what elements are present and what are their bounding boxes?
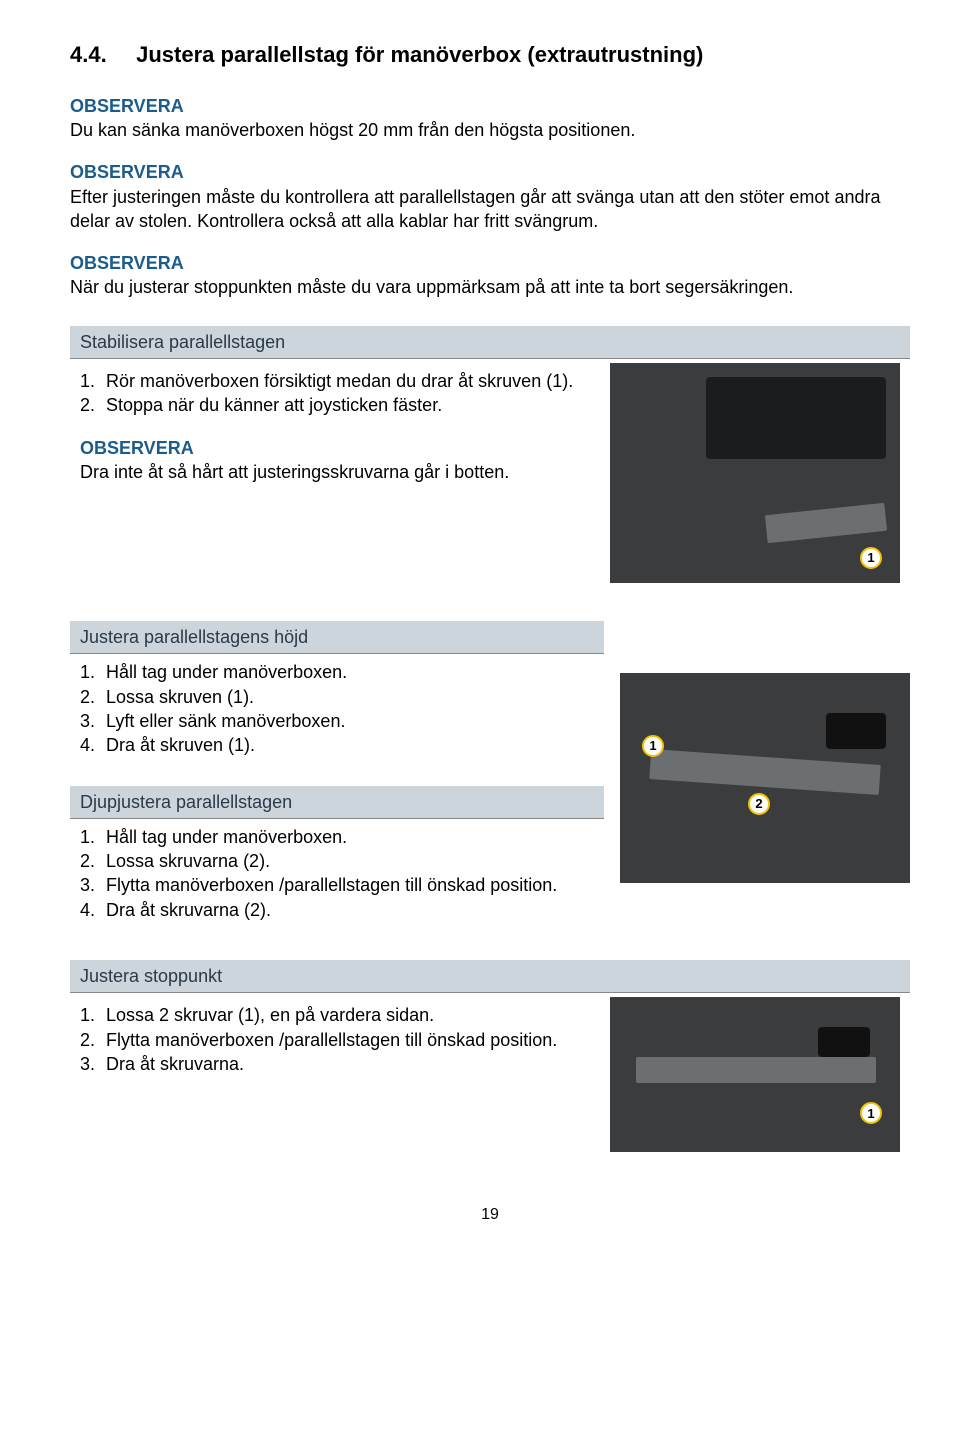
step-num: 1. bbox=[80, 660, 106, 684]
notice-label: OBSERVERA bbox=[80, 436, 594, 460]
notice-block: OBSERVERA Du kan sänka manöverboxen högs… bbox=[70, 94, 910, 143]
step-text: Stoppa när du känner att joysticken fäst… bbox=[106, 393, 442, 417]
section-title: Justera parallellstag för manöverbox (ex… bbox=[136, 42, 703, 67]
image-shape bbox=[826, 713, 886, 749]
instruction-group-height-depth: Justera parallellstagens höjd 1.Håll tag… bbox=[70, 621, 910, 934]
step: 3.Lyft eller sänk manöverboxen. bbox=[80, 709, 594, 733]
notice-label: OBSERVERA bbox=[70, 94, 910, 118]
step-text: Lossa skruvarna (2). bbox=[106, 849, 270, 873]
step: 3.Dra åt skruvarna. bbox=[80, 1052, 594, 1076]
step-text: Lyft eller sänk manöverboxen. bbox=[106, 709, 345, 733]
notice-text: Du kan sänka manöverboxen högst 20 mm fr… bbox=[70, 118, 910, 142]
section-heading: 4.4. Justera parallellstag för manöverbo… bbox=[70, 40, 910, 70]
sub-group-depth: Djupjustera parallellstagen 1.Håll tag u… bbox=[70, 786, 604, 934]
step-text: Lossa skruven (1). bbox=[106, 685, 254, 709]
group-body: 1.Håll tag under manöverboxen. 2.Lossa s… bbox=[70, 654, 604, 769]
instruction-image: 1 bbox=[610, 363, 900, 583]
steps-list: 1.Rör manöverboxen försiktigt medan du d… bbox=[80, 369, 594, 418]
group-body: 1.Rör manöverboxen försiktigt medan du d… bbox=[70, 359, 910, 595]
step-text: Dra åt skruvarna (2). bbox=[106, 898, 271, 922]
step-num: 2. bbox=[80, 849, 106, 873]
step-text: Dra åt skruvarna. bbox=[106, 1052, 244, 1076]
group-header: Justera stoppunkt bbox=[70, 960, 910, 993]
notice-text: Dra inte åt så hårt att justeringsskruva… bbox=[80, 460, 594, 484]
step-num: 3. bbox=[80, 873, 106, 897]
notice-text: När du justerar stoppunkten måste du var… bbox=[70, 275, 910, 299]
step: 4.Dra åt skruven (1). bbox=[80, 733, 594, 757]
image-callout: 1 bbox=[642, 735, 664, 757]
section-number: 4.4. bbox=[70, 40, 130, 70]
step-num: 1. bbox=[80, 369, 106, 393]
notice-label: OBSERVERA bbox=[70, 251, 910, 275]
image-callout: 1 bbox=[860, 1102, 882, 1124]
group-text: 1.Rör manöverboxen försiktigt medan du d… bbox=[80, 363, 594, 492]
step-num: 3. bbox=[80, 709, 106, 733]
instruction-image: 1 2 bbox=[620, 673, 910, 883]
step-num: 4. bbox=[80, 733, 106, 757]
step: 4.Dra åt skruvarna (2). bbox=[80, 898, 594, 922]
step-text: Rör manöverboxen försiktigt medan du dra… bbox=[106, 369, 573, 393]
step-num: 3. bbox=[80, 1052, 106, 1076]
step-text: Dra åt skruven (1). bbox=[106, 733, 255, 757]
group-header: Djupjustera parallellstagen bbox=[70, 786, 604, 819]
step-num: 4. bbox=[80, 898, 106, 922]
steps-list: 1.Håll tag under manöverboxen. 2.Lossa s… bbox=[80, 825, 594, 922]
page-number: 19 bbox=[70, 1204, 910, 1226]
step: 1.Lossa 2 skruvar (1), en på vardera sid… bbox=[80, 1003, 594, 1027]
step: 1.Håll tag under manöverboxen. bbox=[80, 660, 594, 684]
image-shape bbox=[818, 1027, 870, 1057]
notice-block: OBSERVERA Efter justeringen måste du kon… bbox=[70, 160, 910, 233]
step-num: 2. bbox=[80, 685, 106, 709]
step-text: Håll tag under manöverboxen. bbox=[106, 660, 347, 684]
image-shape bbox=[765, 503, 887, 543]
step-num: 1. bbox=[80, 1003, 106, 1027]
sub-group-height: Justera parallellstagens höjd 1.Håll tag… bbox=[70, 621, 604, 769]
instruction-image: 1 bbox=[610, 997, 900, 1152]
step: 1.Håll tag under manöverboxen. bbox=[80, 825, 594, 849]
step-text: Lossa 2 skruvar (1), en på vardera sidan… bbox=[106, 1003, 434, 1027]
image-shape bbox=[649, 749, 881, 795]
step-num: 2. bbox=[80, 393, 106, 417]
group-header: Justera parallellstagens höjd bbox=[70, 621, 604, 654]
notice-label: OBSERVERA bbox=[70, 160, 910, 184]
step: 2.Lossa skruvarna (2). bbox=[80, 849, 594, 873]
step: 2.Flytta manöverboxen /parallellstagen t… bbox=[80, 1028, 594, 1052]
step-text: Håll tag under manöverboxen. bbox=[106, 825, 347, 849]
group-body: 1.Håll tag under manöverboxen. 2.Lossa s… bbox=[70, 819, 604, 934]
image-shape bbox=[706, 377, 886, 459]
steps-list: 1.Håll tag under manöverboxen. 2.Lossa s… bbox=[80, 660, 594, 757]
image-shape bbox=[636, 1057, 876, 1083]
image-callout: 2 bbox=[748, 793, 770, 815]
image-callout: 1 bbox=[860, 547, 882, 569]
notice-text: Efter justeringen måste du kontrollera a… bbox=[70, 185, 910, 234]
step-text: Flytta manöverboxen /parallellstagen til… bbox=[106, 1028, 557, 1052]
group-text: 1.Lossa 2 skruvar (1), en på vardera sid… bbox=[80, 997, 594, 1084]
step: 1.Rör manöverboxen försiktigt medan du d… bbox=[80, 369, 594, 393]
step: 3.Flytta manöverboxen /parallellstagen t… bbox=[80, 873, 594, 897]
notice-block: OBSERVERA När du justerar stoppunkten må… bbox=[70, 251, 910, 300]
instruction-group-stabilise: Stabilisera parallellstagen 1.Rör manöve… bbox=[70, 326, 910, 595]
instruction-group-stop: Justera stoppunkt 1.Lossa 2 skruvar (1),… bbox=[70, 960, 910, 1164]
step-text: Flytta manöverboxen /parallellstagen til… bbox=[106, 873, 557, 897]
group-body: 1.Lossa 2 skruvar (1), en på vardera sid… bbox=[70, 993, 910, 1164]
step: 2.Stoppa när du känner att joysticken fä… bbox=[80, 393, 594, 417]
step: 2.Lossa skruven (1). bbox=[80, 685, 594, 709]
step-num: 1. bbox=[80, 825, 106, 849]
steps-list: 1.Lossa 2 skruvar (1), en på vardera sid… bbox=[80, 1003, 594, 1076]
group-header: Stabilisera parallellstagen bbox=[70, 326, 910, 359]
step-num: 2. bbox=[80, 1028, 106, 1052]
